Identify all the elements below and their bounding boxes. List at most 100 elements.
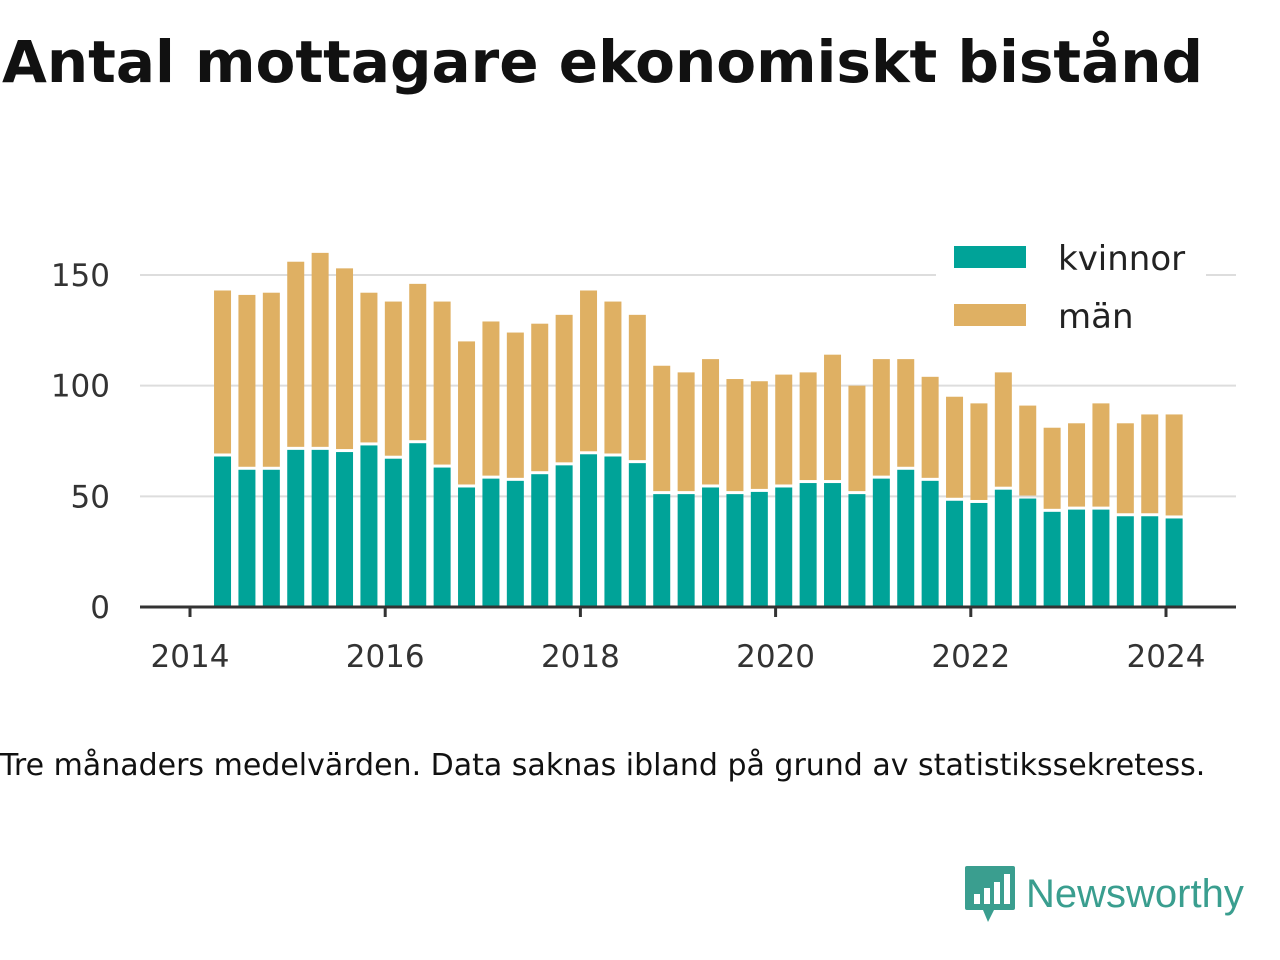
bar-man xyxy=(799,372,817,481)
bar-kvinnor xyxy=(775,487,793,607)
bar-kvinnor xyxy=(677,494,695,607)
bar-man xyxy=(311,252,329,447)
bar-kvinnor xyxy=(360,445,378,607)
bar-man xyxy=(482,321,500,476)
bar-kvinnor xyxy=(726,494,744,607)
bar-man xyxy=(1165,414,1183,516)
bars xyxy=(214,252,1183,607)
bar-kvinnor xyxy=(702,487,720,607)
bar-man xyxy=(872,359,890,476)
brand-logo[interactable]: Newsworthy xyxy=(964,862,1244,926)
bar-kvinnor xyxy=(409,443,427,607)
bar-man xyxy=(750,381,768,489)
bar-kvinnor xyxy=(531,474,549,607)
bar-man xyxy=(653,365,671,492)
bar-kvinnor xyxy=(1068,509,1086,607)
bar-man xyxy=(531,323,549,472)
bar-kvinnor xyxy=(506,480,524,607)
bar-kvinnor xyxy=(384,458,402,607)
x-tick-label: 2014 xyxy=(151,639,230,675)
bar-kvinnor xyxy=(1043,511,1061,607)
x-axis-ticks: 2014 2016 2018 2020 2022 2024 xyxy=(151,607,1206,675)
footnote: Tre månaders medelvärden. Data saknas ib… xyxy=(0,748,1206,783)
legend-label-man: män xyxy=(1058,297,1134,337)
brand-name: Newsworthy xyxy=(1026,871,1244,916)
bar-man xyxy=(336,268,354,450)
bar-man xyxy=(702,359,720,485)
bar-kvinnor xyxy=(604,456,622,607)
bar-man xyxy=(848,385,866,492)
y-tick-label: 50 xyxy=(71,479,110,515)
bar-kvinnor xyxy=(458,487,476,607)
bar-man xyxy=(360,292,378,443)
bar-man xyxy=(506,332,524,478)
bar-kvinnor xyxy=(750,491,768,607)
newsworthy-logo-icon xyxy=(965,866,1015,922)
bar-kvinnor xyxy=(482,478,500,607)
bar-man xyxy=(824,354,842,481)
bar-kvinnor xyxy=(1141,516,1159,607)
bar-man xyxy=(970,403,988,500)
x-tick-label: 2016 xyxy=(346,639,425,675)
bar-man xyxy=(1092,403,1110,507)
bar-man xyxy=(1116,423,1134,514)
legend-swatch-kvinnor xyxy=(954,246,1026,268)
bar-man xyxy=(897,359,915,467)
bar-man xyxy=(1068,423,1086,507)
bar-kvinnor xyxy=(311,449,329,607)
bar-kvinnor xyxy=(921,480,939,607)
chart-title: Antal mottagare ekonomiskt bistånd xyxy=(2,28,1204,96)
bar-kvinnor xyxy=(433,467,451,607)
bar-man xyxy=(262,292,280,467)
bar-man xyxy=(1141,414,1159,514)
y-tick-label: 0 xyxy=(90,590,110,626)
bar-man xyxy=(726,379,744,492)
bar-man xyxy=(775,374,793,485)
bar-man xyxy=(409,283,427,441)
bar-kvinnor xyxy=(287,449,305,607)
bar-kvinnor xyxy=(1116,516,1134,607)
bar-kvinnor xyxy=(628,463,646,607)
bar-kvinnor xyxy=(214,456,232,607)
bar-man xyxy=(1019,405,1037,496)
bar-kvinnor xyxy=(970,502,988,607)
y-tick-label: 100 xyxy=(51,369,110,405)
bar-kvinnor xyxy=(799,483,817,607)
bar-man xyxy=(433,301,451,465)
bar-kvinnor xyxy=(238,469,256,607)
legend-label-kvinnor: kvinnor xyxy=(1058,239,1185,279)
bar-kvinnor xyxy=(262,469,280,607)
bar-kvinnor xyxy=(1092,509,1110,607)
bar-kvinnor xyxy=(848,494,866,607)
bar-man xyxy=(628,314,646,461)
bar-kvinnor xyxy=(336,452,354,607)
bar-man xyxy=(921,376,939,478)
bar-kvinnor xyxy=(653,494,671,607)
bar-kvinnor xyxy=(946,500,964,607)
bar-kvinnor xyxy=(994,489,1012,607)
bar-man xyxy=(580,290,598,452)
y-axis-ticks: 0 50 100 150 xyxy=(51,258,110,626)
bar-man xyxy=(384,301,402,456)
bar-kvinnor xyxy=(824,483,842,607)
x-tick-label: 2022 xyxy=(931,639,1010,675)
x-tick-label: 2020 xyxy=(736,639,815,675)
bar-man xyxy=(946,396,964,498)
stacked-bar-chart: 2014 2016 2018 2020 2022 2024 0 50 100 150 kvinn… xyxy=(50,239,1236,675)
bar-man xyxy=(458,341,476,485)
x-tick-label: 2024 xyxy=(1127,639,1206,675)
bar-man xyxy=(604,301,622,454)
bar-man xyxy=(677,372,695,492)
bar-kvinnor xyxy=(872,478,890,607)
bar-kvinnor xyxy=(897,469,915,607)
bar-man xyxy=(287,261,305,447)
x-tick-label: 2018 xyxy=(541,639,620,675)
bar-man xyxy=(555,314,573,463)
bar-kvinnor xyxy=(1019,498,1037,607)
bar-man xyxy=(214,290,232,454)
y-tick-label: 150 xyxy=(51,258,110,294)
legend-swatch-man xyxy=(954,304,1026,326)
bar-kvinnor xyxy=(580,454,598,607)
bar-kvinnor xyxy=(1165,518,1183,607)
bar-man xyxy=(1043,427,1061,509)
